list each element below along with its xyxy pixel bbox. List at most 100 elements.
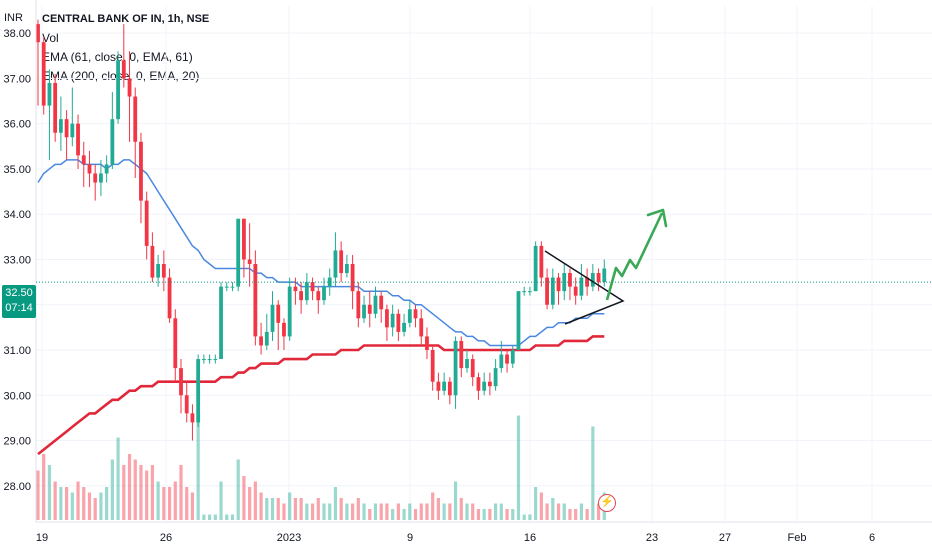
x-tick-label: 16: [524, 532, 536, 544]
volume-bar: [248, 487, 252, 520]
candle-body: [533, 245, 538, 292]
volume-bar: [448, 503, 452, 520]
candle-body: [196, 359, 201, 423]
volume-bar: [288, 492, 292, 520]
candle-body: [167, 277, 172, 319]
candle-body: [87, 164, 92, 174]
currency-label: INR: [4, 12, 23, 24]
candle-body: [545, 277, 549, 305]
candle-body: [127, 78, 132, 97]
countdown: 07:14: [5, 302, 33, 314]
volume-bar: [99, 492, 103, 520]
candle-body: [465, 359, 469, 369]
volume-bar: [356, 498, 360, 520]
candle-body: [270, 304, 275, 332]
candle-body: [590, 273, 595, 287]
legend-ema-61[interactable]: EMA (61, close, 0, EMA, 61): [42, 50, 193, 64]
candle-body: [579, 277, 584, 296]
volume-bar: [408, 503, 412, 520]
volume-bar: [494, 503, 498, 520]
volume-bar: [47, 465, 52, 520]
volume-bar: [333, 487, 338, 520]
legend-ema-200[interactable]: EMA (200, close, 0, EMA, 20): [42, 69, 200, 83]
candle-body: [362, 304, 366, 319]
volume-bar: [591, 426, 595, 520]
candle-body: [236, 218, 241, 287]
volume-bar: [579, 503, 583, 520]
volume-bar: [385, 503, 389, 520]
volume-bar: [276, 498, 280, 520]
volume-bar: [53, 481, 57, 520]
candle-body: [556, 277, 561, 292]
candle-body: [99, 173, 103, 183]
volume-bar: [574, 509, 578, 520]
volume-bar: [236, 459, 240, 520]
legend-vol[interactable]: Vol: [42, 31, 59, 45]
y-tick-label: 38.00: [3, 28, 31, 40]
candle-body: [81, 155, 86, 165]
volume-bar: [42, 454, 46, 520]
chart-legend: CENTRAL BANK OF IN, 1h, NSE Vol EMA (61,…: [42, 10, 209, 86]
y-tick-label: 30.00: [3, 390, 31, 402]
volume-bar: [242, 476, 246, 520]
candle-body: [41, 42, 46, 106]
x-tick-label: 26: [160, 532, 172, 544]
candle-body: [253, 264, 258, 337]
volume-bar: [253, 481, 257, 520]
volume-bar: [59, 487, 63, 520]
candle-body: [453, 340, 458, 396]
volume-bar: [482, 509, 486, 520]
volume-bar: [345, 503, 349, 520]
candle-body: [493, 368, 498, 387]
candle-body: [459, 340, 464, 369]
candle-body: [425, 336, 429, 350]
candle-body: [436, 381, 441, 391]
candle-body: [53, 82, 58, 133]
candle-body: [385, 309, 389, 328]
volume-bar: [379, 503, 383, 520]
volume-bar: [522, 514, 526, 520]
candle-body: [36, 24, 40, 43]
candle-body: [344, 264, 349, 274]
candle-body: [539, 245, 544, 278]
candle-body: [179, 368, 183, 396]
candle-body: [470, 359, 475, 378]
candle-body: [230, 286, 235, 288]
drawings: [544, 208, 668, 325]
lightning-icon[interactable]: ⚡: [598, 494, 616, 512]
y-tick-label: 29.00: [3, 436, 31, 448]
candle-body: [499, 354, 504, 369]
candle-body: [259, 336, 263, 346]
volume-bar: [373, 503, 378, 520]
volume-bar: [362, 503, 366, 520]
candle-body: [327, 277, 332, 287]
volume-bar: [230, 514, 235, 520]
candle-body: [390, 313, 395, 328]
candle-body: [505, 354, 509, 364]
volume-bar: [425, 503, 429, 520]
candle-body: [522, 291, 527, 293]
volume-bar: [442, 503, 446, 520]
candle-body: [396, 313, 401, 332]
candle-body: [596, 273, 601, 283]
x-tick-label: Feb: [788, 532, 807, 544]
volume-bar: [156, 481, 160, 520]
grid: [36, 6, 932, 522]
candle-body: [528, 291, 532, 293]
volume-bar: [310, 503, 315, 520]
candle-body: [64, 119, 69, 138]
candle-body: [150, 245, 155, 278]
volume-bar: [299, 498, 303, 520]
candle-body: [293, 286, 298, 292]
candle-body: [316, 291, 321, 301]
ema-61-line: [37, 159, 605, 347]
symbol-title[interactable]: CENTRAL BANK OF IN, 1h, NSE: [42, 13, 210, 25]
volume-bar: [167, 487, 172, 520]
volume-bar: [139, 465, 143, 520]
volume-bar: [36, 470, 40, 520]
candle-body: [482, 381, 487, 391]
x-tick-label: 6: [869, 532, 875, 544]
candle-body: [76, 123, 80, 156]
candle-body: [299, 291, 304, 301]
